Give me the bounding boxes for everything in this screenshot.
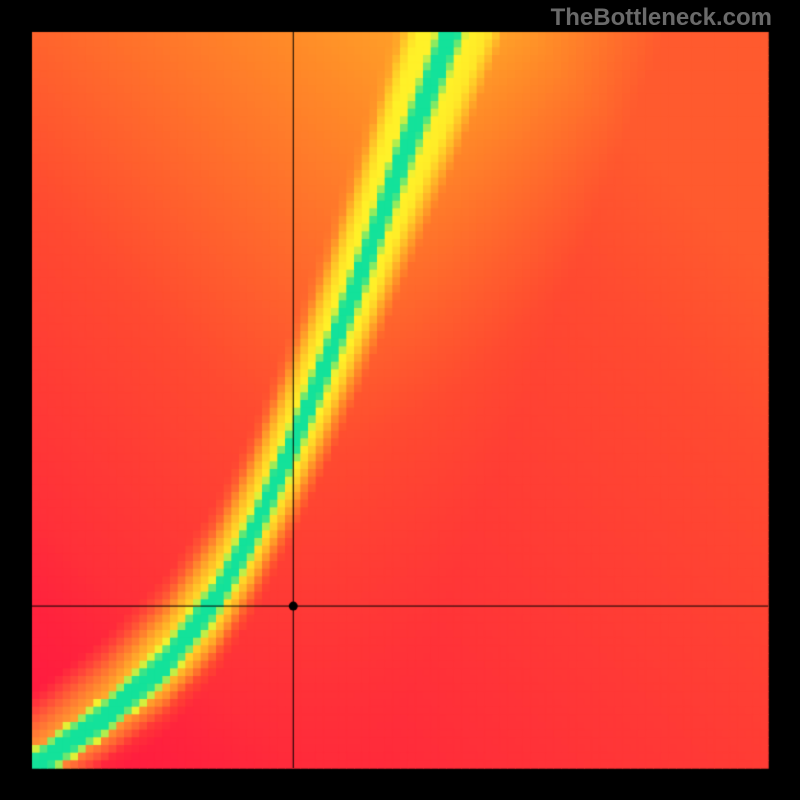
chart-container: TheBottleneck.com bbox=[0, 0, 800, 800]
bottleneck-heatmap-canvas bbox=[0, 0, 800, 800]
watermark-label: TheBottleneck.com bbox=[551, 4, 772, 32]
